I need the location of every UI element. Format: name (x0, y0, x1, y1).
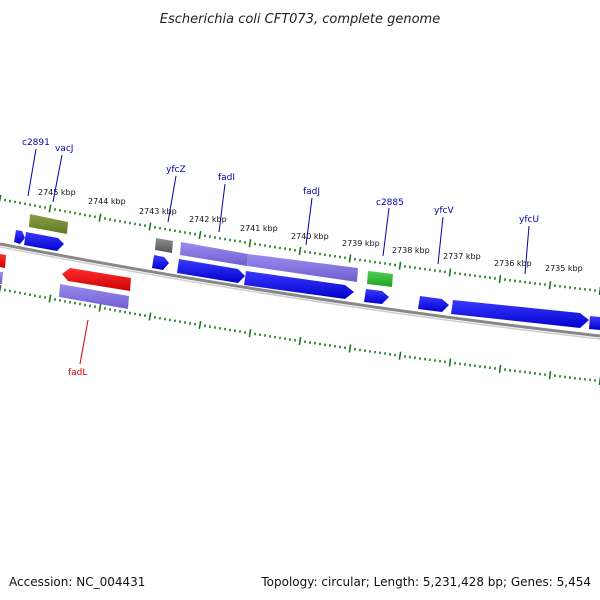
gene-callouts (27, 148, 530, 365)
gene-feature-c2885[interactable] (367, 271, 393, 287)
gene-label-fadl[interactable]: fadL (68, 368, 87, 378)
scale-label-2743: 2743 kbp (139, 207, 177, 216)
callout-yfcv (437, 216, 444, 265)
callout-fadj (305, 197, 313, 246)
callout-fadl (79, 319, 89, 365)
gene-feature-yfcv[interactable] (418, 296, 449, 312)
callout-vacj (52, 154, 63, 203)
gene-label-c2891[interactable]: c2891 (22, 138, 50, 148)
callout-fadi (218, 183, 226, 233)
gene-label-yfcu[interactable]: yfcU (519, 215, 539, 225)
scale-labels: 2745 kbp 2744 kbp 2743 kbp 2742 kbp 2741… (38, 188, 583, 273)
inner-ring-major-tick (198, 320, 202, 330)
inner-ring-major-tick (298, 336, 302, 346)
accession-label: Accession: NC_004431 (9, 575, 145, 589)
inner-ring-major-tick (548, 371, 552, 380)
outer-ring-major-tick (348, 254, 352, 263)
scale-label-2740: 2740 kbp (291, 232, 329, 241)
forward-strand-genes (14, 214, 600, 330)
outer-ring-major-tick (398, 261, 402, 270)
gene-feature-small-blue[interactable] (14, 230, 25, 244)
gene-label-fadj[interactable]: fadJ (303, 187, 320, 197)
inner-ring-major-tick (0, 284, 2, 293)
inner-tick-ring (0, 284, 600, 386)
genome-backbone-shadow (0, 246, 600, 340)
inner-ring-major-tick (98, 303, 102, 312)
inner-ring-major-tick (148, 312, 152, 321)
gene-feature-olive[interactable] (29, 214, 68, 234)
gene-labels: c2891 vacJ yfcZ fadI fadJ c2885 yfcV yfc… (22, 138, 539, 378)
callout-c2885 (382, 207, 390, 257)
scale-label-2736: 2736 kbp (494, 259, 532, 268)
gene-feature-gray[interactable] (155, 238, 173, 253)
scale-label-2738: 2738 kbp (392, 246, 430, 255)
gene-feature-fadj[interactable] (244, 271, 354, 299)
outer-ring-major-tick (0, 194, 2, 203)
gene-label-yfcv[interactable]: yfcV (434, 206, 454, 216)
reverse-strand-genes (0, 254, 131, 309)
inner-ring-major-tick (348, 344, 352, 353)
gene-feature-edge-red[interactable] (0, 254, 6, 268)
scale-label-2745: 2745 kbp (38, 188, 76, 197)
inner-ring-major-tick (48, 294, 52, 303)
outer-ring-major-tick (48, 204, 52, 213)
callout-yfcz (167, 175, 177, 223)
callout-yfcu (524, 225, 530, 275)
gene-label-vacj[interactable]: vacJ (55, 144, 73, 154)
gene-feature-edge-purple[interactable] (0, 272, 3, 284)
scale-label-2735: 2735 kbp (545, 264, 583, 273)
outer-ring-major-tick (298, 246, 302, 256)
map-title: Escherichia coli CFT073, complete genome (160, 12, 440, 27)
outer-ring-major-tick (198, 230, 202, 240)
gene-feature-yfcz[interactable] (152, 255, 169, 270)
gene-feature-vacj[interactable] (24, 232, 64, 251)
gene-feature-fadi-purple[interactable] (180, 242, 248, 266)
callout-c2891 (27, 148, 37, 197)
gene-label-fadi[interactable]: fadI (218, 173, 235, 183)
gene-feature-fadi[interactable] (177, 259, 245, 283)
outer-ring-major-tick (498, 274, 502, 284)
gene-feature-yfcu[interactable] (451, 300, 589, 328)
gene-feature-fadl-purple[interactable] (59, 284, 129, 309)
outer-ring-major-tick (148, 222, 152, 231)
inner-ring-major-tick (248, 329, 252, 338)
outer-ring-major-tick (248, 239, 252, 248)
gene-feature-fadj-purple[interactable] (247, 254, 358, 282)
outer-ring-major-tick (548, 281, 552, 290)
scale-label-2744: 2744 kbp (88, 197, 126, 206)
inner-ring-major-tick (448, 358, 452, 367)
scale-label-2742: 2742 kbp (189, 215, 227, 224)
scale-label-2741: 2741 kbp (240, 224, 278, 233)
scale-label-2737: 2737 kbp (443, 252, 481, 261)
scale-label-2739: 2739 kbp (342, 239, 380, 248)
gene-feature-c2885-blue[interactable] (364, 289, 389, 304)
gene-label-c2885[interactable]: c2885 (376, 198, 404, 208)
inner-ring-major-tick (498, 364, 502, 374)
gene-label-yfcz[interactable]: yfcZ (166, 165, 186, 175)
genome-backbone (0, 242, 600, 338)
gene-feature-edge-blue[interactable] (589, 316, 600, 330)
outer-ring-major-tick (98, 213, 102, 222)
genome-summary-label: Topology: circular; Length: 5,231,428 bp… (260, 575, 591, 589)
gene-feature-fadl[interactable] (62, 268, 131, 291)
inner-ring-major-tick (398, 351, 402, 360)
outer-ring-major-tick (448, 268, 452, 277)
